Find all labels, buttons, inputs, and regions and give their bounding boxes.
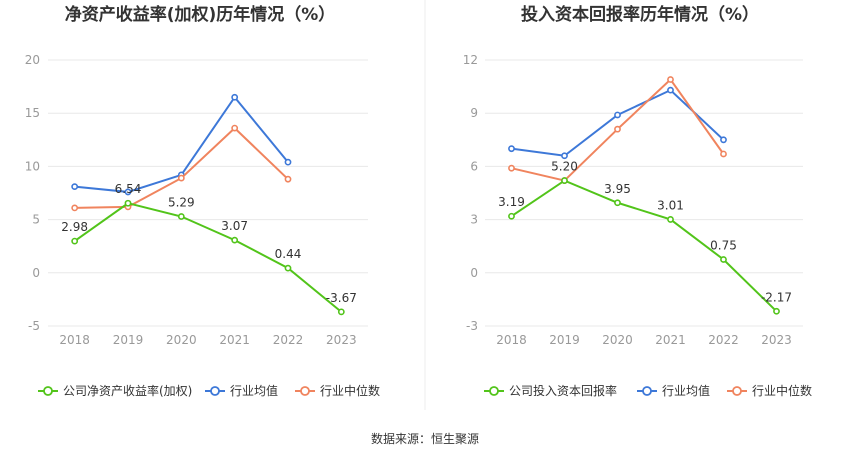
- x-tick-label: 2020: [166, 333, 197, 347]
- chart-panel-1: 净资产收益率(加权)历年情况（%） 20 15 10 5 0 -5 2018 2019 2020 2…: [25, 4, 380, 398]
- data-point[interactable]: [71, 204, 79, 212]
- data-point[interactable]: [71, 237, 79, 245]
- legend-item[interactable]: 行业中位数: [727, 383, 812, 398]
- data-label: 3.95: [604, 182, 631, 196]
- data-label: 3.19: [498, 195, 525, 209]
- data-point[interactable]: [231, 93, 239, 101]
- legend-marker: [300, 386, 310, 396]
- data-point[interactable]: [561, 152, 568, 160]
- data-point[interactable]: [284, 264, 292, 272]
- data-point[interactable]: [124, 188, 132, 196]
- data-label: 0.44: [275, 247, 302, 261]
- data-point[interactable]: [284, 158, 292, 166]
- data-point[interactable]: [667, 216, 674, 223]
- data-label: 6.54: [115, 182, 142, 196]
- y-tick-label: 12: [463, 53, 478, 67]
- legend-item[interactable]: 行业均值: [637, 383, 710, 398]
- data-label: 3.07: [221, 219, 248, 233]
- data-point[interactable]: [231, 124, 239, 132]
- data-point[interactable]: [124, 199, 132, 207]
- data-point[interactable]: [284, 175, 292, 183]
- legend-label: 行业均值: [662, 383, 710, 398]
- legend-label: 公司净资产收益率(加权): [63, 383, 192, 398]
- x-tick-label: 2018: [496, 333, 527, 347]
- series-line: [74, 202, 342, 313]
- data-point[interactable]: [177, 213, 185, 220]
- y-tick-label: 15: [25, 106, 40, 120]
- data-point[interactable]: [614, 199, 621, 207]
- x-tick-label: 2023: [326, 333, 357, 347]
- x-tick-label: 2022: [708, 333, 739, 347]
- data-label: 0.75: [710, 239, 737, 253]
- y-tick-label: 6: [470, 159, 478, 173]
- x-tick-label: 2019: [549, 333, 580, 347]
- data-label: -2.17: [761, 290, 792, 304]
- x-tick-label: 2020: [602, 333, 633, 347]
- legend-item[interactable]: 公司净资产收益率(加权): [38, 383, 192, 398]
- x-tick-label: 2023: [761, 333, 792, 347]
- data-point[interactable]: [177, 174, 185, 182]
- y-tick-label: -5: [28, 319, 40, 333]
- chart-title: 投入资本回报率历年情况（%）: [521, 4, 759, 25]
- series-line: [511, 88, 725, 157]
- legend-marker: [732, 386, 742, 396]
- data-point[interactable]: [71, 183, 79, 191]
- data-label: 2.98: [61, 220, 88, 234]
- data-source: 数据来源：恒生聚源: [371, 431, 479, 446]
- data-point[interactable]: [614, 111, 621, 119]
- legend-marker: [489, 386, 499, 396]
- legend-marker: [43, 386, 53, 396]
- data-point[interactable]: [508, 164, 515, 172]
- legend-label: 行业中位数: [320, 383, 380, 398]
- data-point[interactable]: [231, 236, 239, 244]
- data-point[interactable]: [720, 150, 727, 158]
- legend-item[interactable]: 公司投入资本回报率: [484, 383, 617, 398]
- y-tick-label: 9: [470, 106, 478, 120]
- y-tick-label: 10: [25, 159, 40, 173]
- data-point[interactable]: [720, 256, 727, 263]
- data-label: 3.01: [657, 198, 684, 212]
- x-tick-label: 2021: [655, 333, 686, 347]
- chart-title: 净资产收益率(加权)历年情况（%）: [65, 4, 336, 25]
- legend-label: 公司投入资本回报率: [509, 383, 617, 398]
- data-label: 5.20: [551, 160, 578, 174]
- y-tick-label: 20: [25, 53, 40, 67]
- x-tick-label: 2022: [273, 333, 304, 347]
- data-point[interactable]: [508, 212, 515, 220]
- legend-item[interactable]: 行业均值: [205, 383, 278, 398]
- y-tick-label: 0: [32, 266, 40, 280]
- series-line: [510, 179, 778, 312]
- y-tick-label: 5: [32, 213, 40, 227]
- x-tick-label: 2021: [219, 333, 250, 347]
- data-point[interactable]: [773, 307, 780, 315]
- legend-label: 行业中位数: [752, 383, 812, 398]
- legend-label: 行业均值: [230, 383, 278, 398]
- x-tick-label: 2018: [59, 333, 90, 347]
- legend-item[interactable]: 行业中位数: [295, 383, 380, 398]
- data-point[interactable]: [667, 86, 674, 94]
- data-point[interactable]: [561, 177, 568, 184]
- y-tick-label: 3: [470, 213, 478, 227]
- x-tick-label: 2019: [113, 333, 144, 347]
- y-tick-label: 0: [470, 266, 478, 280]
- data-label: 5.29: [168, 196, 195, 210]
- data-point[interactable]: [508, 145, 515, 153]
- data-label: -3.67: [326, 291, 357, 305]
- data-point[interactable]: [614, 125, 621, 133]
- legend-marker: [642, 386, 652, 396]
- y-tick-label: -3: [466, 319, 478, 333]
- data-point[interactable]: [720, 136, 727, 144]
- chart-panel-2: 投入资本回报率历年情况（%） 12 9 6 3 0 -3 2018 2019 2020 2021 20…: [463, 4, 812, 398]
- legend-marker: [210, 386, 220, 396]
- data-point[interactable]: [337, 308, 345, 316]
- data-point[interactable]: [667, 76, 674, 83]
